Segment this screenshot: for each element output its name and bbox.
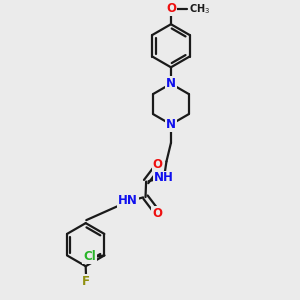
Text: N: N <box>166 118 176 131</box>
Text: NH: NH <box>154 172 173 184</box>
Text: O: O <box>152 207 162 220</box>
Text: O: O <box>152 158 163 171</box>
Text: F: F <box>82 275 90 288</box>
Text: HN: HN <box>118 194 138 207</box>
Text: O: O <box>166 2 176 15</box>
Text: Cl: Cl <box>83 250 96 263</box>
Text: CH$_3$: CH$_3$ <box>189 2 210 16</box>
Text: N: N <box>166 77 176 90</box>
